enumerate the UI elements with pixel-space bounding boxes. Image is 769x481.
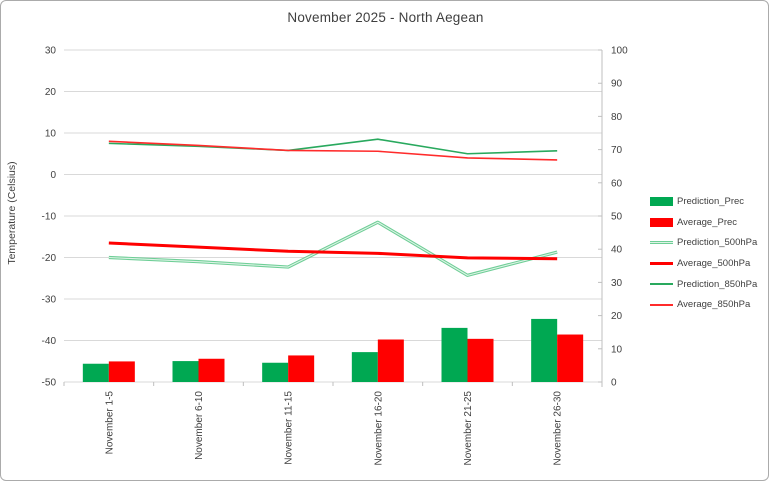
legend-label: Prediction_Prec	[677, 195, 745, 207]
right-axis-tick-label: 50	[611, 212, 623, 223]
legend-label: Average_500hPa	[677, 257, 751, 269]
left-axis-tick-label: 20	[45, 87, 57, 98]
left-axis-tick-label: -30	[42, 295, 57, 306]
legend-swatch-line	[650, 279, 673, 289]
legend-item-Prediction_500hPa: Prediction_500hPa	[650, 232, 768, 253]
right-axis-tick-label: 100	[611, 46, 628, 57]
legend-item-Average_500hPa: Average_500hPa	[650, 253, 768, 274]
bar-Prediction_Prec	[262, 362, 289, 382]
legend-swatch-line	[650, 300, 673, 310]
right-axis-tick-label: 10	[611, 344, 623, 355]
bar-Average_Prec	[557, 334, 584, 382]
left-axis-tick-label: 10	[45, 129, 57, 140]
x-axis-category-label: November 1-5	[104, 391, 115, 455]
left-axis-tick-label: -20	[42, 253, 57, 264]
line-Prediction_500hPa	[108, 220, 558, 277]
right-axis-tick-label: 0	[611, 378, 617, 389]
legend-swatch-line-double	[650, 238, 673, 248]
left-axis-tick-label: -40	[42, 336, 57, 347]
bar-Average_Prec	[198, 358, 225, 382]
left-axis-tick-label: 30	[45, 46, 57, 57]
x-axis-category-label: November 26-30	[553, 391, 564, 466]
right-axis-tick-label: 30	[611, 278, 623, 289]
legend-swatch-line-thick	[650, 258, 673, 268]
right-axis-tick-label: 40	[611, 245, 623, 256]
bar-Average_Prec	[108, 361, 135, 382]
left-axis-tick-label: -10	[42, 212, 57, 223]
legend-item-Average_850hPa: Average_850hPa	[650, 294, 768, 315]
x-axis-category-label: November 6-10	[194, 391, 205, 460]
x-axis-category-label: November 21-25	[463, 391, 474, 466]
line-Average_500hPa	[108, 241, 558, 261]
bar-Prediction_Prec	[82, 363, 109, 382]
bar-Prediction_Prec	[351, 352, 378, 382]
right-axis-tick-label: 80	[611, 112, 623, 123]
legend-swatch-bar	[650, 196, 673, 206]
legend-label: Prediction_500hPa	[677, 237, 758, 249]
right-axis-tick-label: 90	[611, 79, 623, 90]
line-Prediction_850hPa	[108, 138, 558, 155]
legend-item-Prediction_Prec: Prediction_Prec	[650, 191, 768, 212]
bar-Prediction_Prec	[531, 318, 558, 382]
legend-item-Average_Prec: Average_Prec	[650, 212, 768, 233]
x-axis-category-label: November 16-20	[373, 391, 384, 466]
line-inner-Prediction_500hPa	[108, 221, 558, 276]
legend-label: Average_850hPa	[677, 299, 751, 311]
right-axis-tick-label: 70	[611, 145, 623, 156]
bar-Average_Prec	[288, 355, 315, 382]
line-Average_850hPa	[108, 140, 558, 161]
left-axis-tick-label: -50	[42, 378, 57, 389]
x-axis-category-label: November 11-15	[284, 391, 295, 465]
legend-label: Average_Prec	[677, 216, 738, 228]
bar-Prediction_Prec	[441, 327, 468, 382]
chart-legend: Prediction_Prec Average_Prec Prediction_50…	[650, 191, 768, 315]
legend-item-Prediction_850hPa: Prediction_850hPa	[650, 274, 768, 295]
right-axis-tick-label: 20	[611, 311, 623, 322]
legend-label: Prediction_850hPa	[677, 278, 758, 290]
bar-Average_Prec	[377, 339, 404, 382]
chart-title: November 2025 - North Aegean	[287, 10, 484, 25]
bar-Prediction_Prec	[172, 361, 199, 382]
legend-swatch-bar	[650, 217, 673, 227]
bar-Average_Prec	[467, 338, 494, 382]
right-axis-tick-label: 60	[611, 178, 623, 189]
left-axis-tick-label: 0	[50, 170, 56, 181]
